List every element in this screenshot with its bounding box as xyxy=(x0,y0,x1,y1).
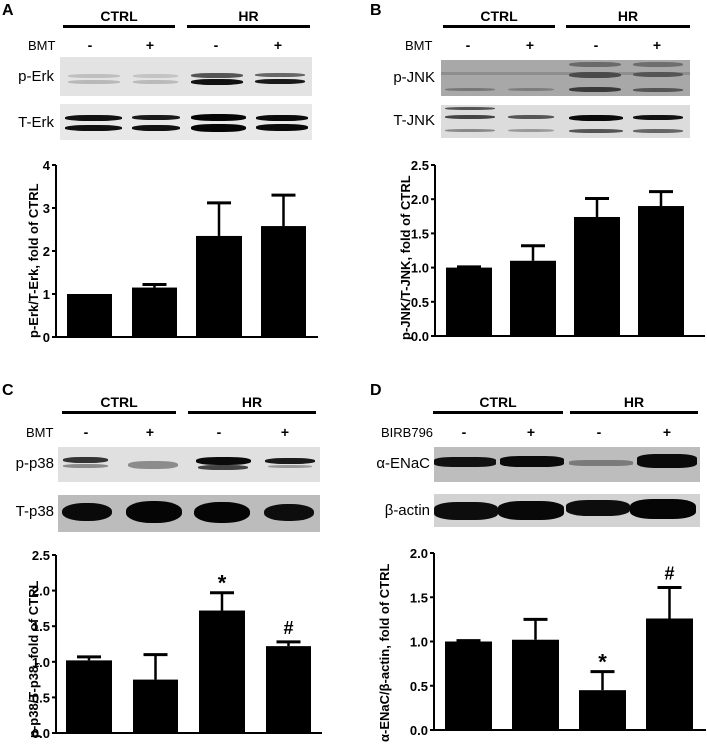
svg-text:1.0: 1.0 xyxy=(32,655,50,670)
panel-b-blot-p-jnk xyxy=(441,60,690,96)
panel-c-ctrl-line xyxy=(62,411,176,414)
panel-a-group-hr: HR xyxy=(238,8,259,24)
panel-c-sign-4: + xyxy=(280,424,290,440)
panel-a-hr-line xyxy=(187,25,310,28)
panel-d-sign-2: + xyxy=(526,424,536,440)
svg-text:2.5: 2.5 xyxy=(32,548,50,563)
panel-a-blot-label-2: T-Erk xyxy=(18,114,54,131)
panel-c-bar-chart: 0.0 0.5 1.0 1.5 2.0 2.5 * # xyxy=(32,548,322,741)
panel-b-ctrl-line xyxy=(443,25,555,28)
panel-a-sign-1: - xyxy=(87,37,93,53)
panel-a-sign-2: + xyxy=(145,37,155,53)
panel-c-letter: C xyxy=(2,382,14,399)
panel-a-sign-4: + xyxy=(273,37,283,53)
svg-text:0.5: 0.5 xyxy=(411,295,429,310)
panel-d-treatment-label: BIRB796 xyxy=(381,425,434,440)
panel-d-blot-label-1: α-ENaC xyxy=(376,455,430,472)
panel-c-hr-line xyxy=(188,411,316,414)
panel-b-sign-4: + xyxy=(652,37,662,53)
panel-a-blot-label-1: p-Erk xyxy=(18,68,54,85)
panel-c-blot-label-2: T-p38 xyxy=(15,503,54,520)
svg-text:2.0: 2.0 xyxy=(411,192,429,207)
svg-text:0.0: 0.0 xyxy=(410,723,428,738)
panel-d-blot-label-2: β-actin xyxy=(384,502,430,519)
panel-d-hr-line xyxy=(570,411,698,414)
panel-c-treatment-label: BMT xyxy=(26,425,54,440)
panel-c-blot-p-p38 xyxy=(58,447,320,482)
panel-d-ctrl-line xyxy=(433,411,563,414)
svg-text:1.5: 1.5 xyxy=(410,590,428,605)
panel-b-hr-line xyxy=(566,25,690,28)
panel-b-sign-3: - xyxy=(593,37,599,53)
svg-text:0: 0 xyxy=(43,330,50,345)
svg-text:3: 3 xyxy=(43,201,50,216)
panel-c-blot-label-1: p-p38 xyxy=(15,455,54,472)
panel-a-sign-3: - xyxy=(213,37,219,53)
svg-text:#: # xyxy=(664,564,674,584)
panel-b-bar-chart: 0.0 0.5 1.0 1.5 2.0 2.5 xyxy=(411,158,705,344)
panel-c-sign-3: - xyxy=(216,424,222,440)
panel-b-letter: B xyxy=(370,2,382,19)
panel-d-group-ctrl: CTRL xyxy=(479,394,517,410)
panel-b-sign-1: - xyxy=(465,37,471,53)
panel-b-group-ctrl: CTRL xyxy=(480,8,518,24)
panel-a-bar-chart: 0 1 2 3 4 xyxy=(43,158,318,345)
svg-text:1.0: 1.0 xyxy=(411,261,429,276)
svg-text:1.5: 1.5 xyxy=(411,226,429,241)
svg-text:2.0: 2.0 xyxy=(410,546,428,561)
panel-b-blot-t-jnk xyxy=(441,105,690,138)
svg-text:#: # xyxy=(283,618,293,638)
panel-d-sign-3: - xyxy=(596,424,602,440)
panel-a-group-ctrl: CTRL xyxy=(100,8,138,24)
svg-text:2.5: 2.5 xyxy=(411,158,429,173)
svg-text:1.5: 1.5 xyxy=(32,619,50,634)
panel-b-sign-2: + xyxy=(525,37,535,53)
panel-d-sign-4: + xyxy=(662,424,672,440)
panel-c-blot-t-p38 xyxy=(58,495,320,532)
svg-text:0.0: 0.0 xyxy=(411,329,429,344)
panel-b-blot-label-2: T-JNK xyxy=(393,112,435,129)
panel-c-sign-2: + xyxy=(145,424,155,440)
panel-a-treatment-label: BMT xyxy=(28,38,56,53)
svg-text:0.5: 0.5 xyxy=(32,690,50,705)
panel-a-blot-p-erk xyxy=(60,57,312,96)
panel-d-bar-chart: 0.0 0.5 1.0 1.5 2.0 * # xyxy=(410,546,706,738)
panel-b-treatment-label: BMT xyxy=(405,38,433,53)
svg-text:0.5: 0.5 xyxy=(410,679,428,694)
panel-b-group-hr: HR xyxy=(617,8,639,24)
panel-d-blot-alpha-enac xyxy=(434,447,700,482)
svg-text:2.0: 2.0 xyxy=(32,584,50,599)
svg-text:0.0: 0.0 xyxy=(32,726,50,741)
panel-a-blot-t-erk xyxy=(60,104,312,140)
panel-a-letter: A xyxy=(2,2,14,19)
svg-text:4: 4 xyxy=(43,158,51,173)
panel-d-letter: D xyxy=(370,382,382,399)
panel-b-blot-label-1: p-JNK xyxy=(393,69,435,86)
svg-text:*: * xyxy=(218,571,227,596)
svg-text:1.0: 1.0 xyxy=(410,635,428,650)
panel-c-group-hr: HR xyxy=(241,394,263,410)
panel-c-sign-1: - xyxy=(83,424,89,440)
panel-a-ctrl-line xyxy=(63,25,175,28)
panel-d-blot-beta-actin xyxy=(434,494,700,527)
panel-d-sign-1: - xyxy=(461,424,467,440)
svg-text:*: * xyxy=(598,650,607,675)
svg-text:1: 1 xyxy=(43,287,50,302)
svg-text:2: 2 xyxy=(43,244,50,259)
panel-d-group-hr: HR xyxy=(623,394,645,410)
panel-c-group-ctrl: CTRL xyxy=(100,394,138,410)
